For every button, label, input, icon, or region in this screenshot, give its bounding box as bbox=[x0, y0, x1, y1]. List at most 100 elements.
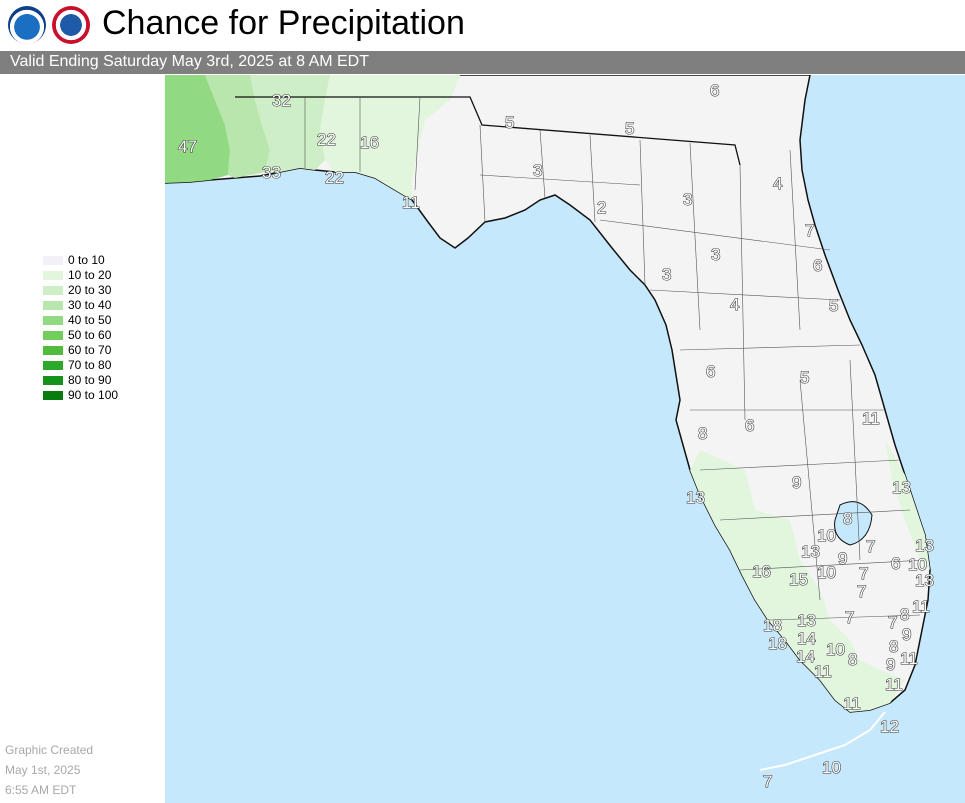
value-label: 13 bbox=[892, 478, 911, 497]
value-label: 16 bbox=[752, 562, 771, 581]
value-label: 15 bbox=[789, 570, 808, 589]
florida-map: 47 32 33 22 22 16 11 5 5 6 3 2 3 4 7 6 3… bbox=[165, 75, 965, 803]
value-label: 5 bbox=[625, 119, 634, 138]
value-label: 11 bbox=[912, 597, 930, 616]
legend-swatch bbox=[43, 331, 63, 340]
value-label: 13 bbox=[797, 611, 816, 630]
precip-shade-20 bbox=[250, 75, 330, 172]
precip-shade-10-sw bbox=[690, 450, 905, 712]
value-label: 7 bbox=[805, 221, 814, 240]
header: Chance for Precipitation bbox=[0, 0, 965, 50]
value-label: 7 bbox=[845, 608, 854, 627]
legend-item: 50 to 60 bbox=[43, 328, 158, 343]
value-label: 33 bbox=[262, 163, 281, 182]
page-title: Chance for Precipitation bbox=[102, 4, 465, 42]
value-label: 13 bbox=[915, 571, 934, 590]
value-label: 11 bbox=[900, 649, 918, 668]
value-label: 9 bbox=[838, 549, 847, 568]
created-label: Graphic Created bbox=[5, 743, 94, 757]
value-label: 11 bbox=[402, 193, 420, 212]
created-date: May 1st, 2025 bbox=[5, 763, 81, 777]
legend-swatch bbox=[43, 271, 63, 280]
value-label: 7 bbox=[888, 613, 897, 632]
value-label: 5 bbox=[505, 113, 514, 132]
florida-keys bbox=[759, 711, 886, 771]
value-label: 9 bbox=[886, 655, 895, 674]
legend-item: 90 to 100 bbox=[43, 388, 158, 403]
value-label: 7 bbox=[859, 564, 868, 583]
value-label: 6 bbox=[706, 362, 715, 381]
value-label: 11 bbox=[843, 694, 861, 713]
legend-item: 10 to 20 bbox=[43, 268, 158, 283]
legend-label: 50 to 60 bbox=[68, 328, 112, 342]
value-label: 10 bbox=[908, 555, 927, 574]
legend-label: 0 to 10 bbox=[68, 253, 105, 267]
legend-item: 80 to 90 bbox=[43, 373, 158, 388]
value-label: 5 bbox=[829, 296, 838, 315]
county-lines bbox=[304, 96, 926, 621]
value-label: 9 bbox=[902, 625, 911, 644]
legend-swatch bbox=[43, 256, 63, 265]
value-label: 32 bbox=[272, 91, 291, 110]
legend: 0 to 10 10 to 20 20 to 30 30 to 40 40 to 50 5… bbox=[43, 253, 158, 403]
value-label: 13 bbox=[801, 542, 820, 561]
value-label: 2 bbox=[597, 198, 606, 217]
value-label: 7 bbox=[866, 537, 875, 556]
value-label: 3 bbox=[533, 161, 542, 180]
value-labels: 47 32 33 22 22 16 11 5 5 6 3 2 3 4 7 6 3… bbox=[177, 80, 934, 791]
legend-swatch bbox=[43, 346, 63, 355]
value-label: 47 bbox=[178, 137, 197, 156]
value-label: 3 bbox=[711, 245, 720, 264]
legend-item: 0 to 10 bbox=[43, 253, 158, 268]
value-label: 11 bbox=[885, 675, 903, 694]
legend-swatch bbox=[43, 301, 63, 310]
value-label: 4 bbox=[730, 295, 739, 314]
precip-shade-40 bbox=[165, 75, 230, 183]
precip-shade-10 bbox=[320, 75, 460, 200]
value-label: 6 bbox=[745, 416, 754, 435]
value-label: 18 bbox=[763, 616, 782, 635]
legend-label: 70 to 80 bbox=[68, 358, 112, 372]
legend-swatch bbox=[43, 361, 63, 370]
value-label: 12 bbox=[880, 717, 899, 736]
legend-label: 30 to 40 bbox=[68, 298, 112, 312]
value-label: 11 bbox=[814, 662, 832, 681]
created-time: 6:55 AM EDT bbox=[5, 783, 77, 797]
value-label: 3 bbox=[662, 265, 671, 284]
legend-label: 60 to 70 bbox=[68, 343, 112, 357]
value-label: 16 bbox=[360, 133, 379, 152]
value-label: 6 bbox=[813, 256, 822, 275]
legend-swatch bbox=[43, 316, 63, 325]
value-label: 5 bbox=[800, 368, 809, 387]
nws-logo bbox=[52, 6, 90, 44]
value-label: 13 bbox=[686, 488, 705, 507]
value-label: 3 bbox=[683, 190, 692, 209]
valid-time-bar: Valid Ending Saturday May 3rd, 2025 at 8… bbox=[0, 51, 965, 74]
legend-label: 20 to 30 bbox=[68, 283, 112, 297]
legend-label: 10 to 20 bbox=[68, 268, 112, 282]
legend-item: 40 to 50 bbox=[43, 313, 158, 328]
value-label: 8 bbox=[698, 424, 707, 443]
state-line bbox=[235, 96, 741, 166]
value-label: 8 bbox=[848, 650, 857, 669]
value-label: 14 bbox=[796, 647, 815, 666]
value-label: 22 bbox=[325, 168, 344, 187]
legend-item: 60 to 70 bbox=[43, 343, 158, 358]
value-label: 10 bbox=[822, 758, 841, 777]
legend-label: 90 to 100 bbox=[68, 388, 119, 402]
value-label: 13 bbox=[915, 536, 934, 555]
value-label: 22 bbox=[317, 130, 336, 149]
legend-item: 30 to 40 bbox=[43, 298, 158, 313]
legend-item: 20 to 30 bbox=[43, 283, 158, 298]
value-label: 7 bbox=[857, 582, 866, 601]
value-label: 6 bbox=[710, 81, 719, 100]
value-label: 10 bbox=[817, 526, 836, 545]
value-label: 18 bbox=[768, 634, 787, 653]
value-label: 8 bbox=[889, 637, 898, 656]
value-label: 14 bbox=[797, 629, 816, 648]
legend-item: 70 to 80 bbox=[43, 358, 158, 373]
value-label: 11 bbox=[862, 409, 880, 428]
legend-label: 80 to 90 bbox=[68, 373, 112, 387]
value-label: 9 bbox=[792, 473, 801, 492]
valid-time-text: Valid Ending Saturday May 3rd, 2025 at 8… bbox=[10, 53, 370, 70]
